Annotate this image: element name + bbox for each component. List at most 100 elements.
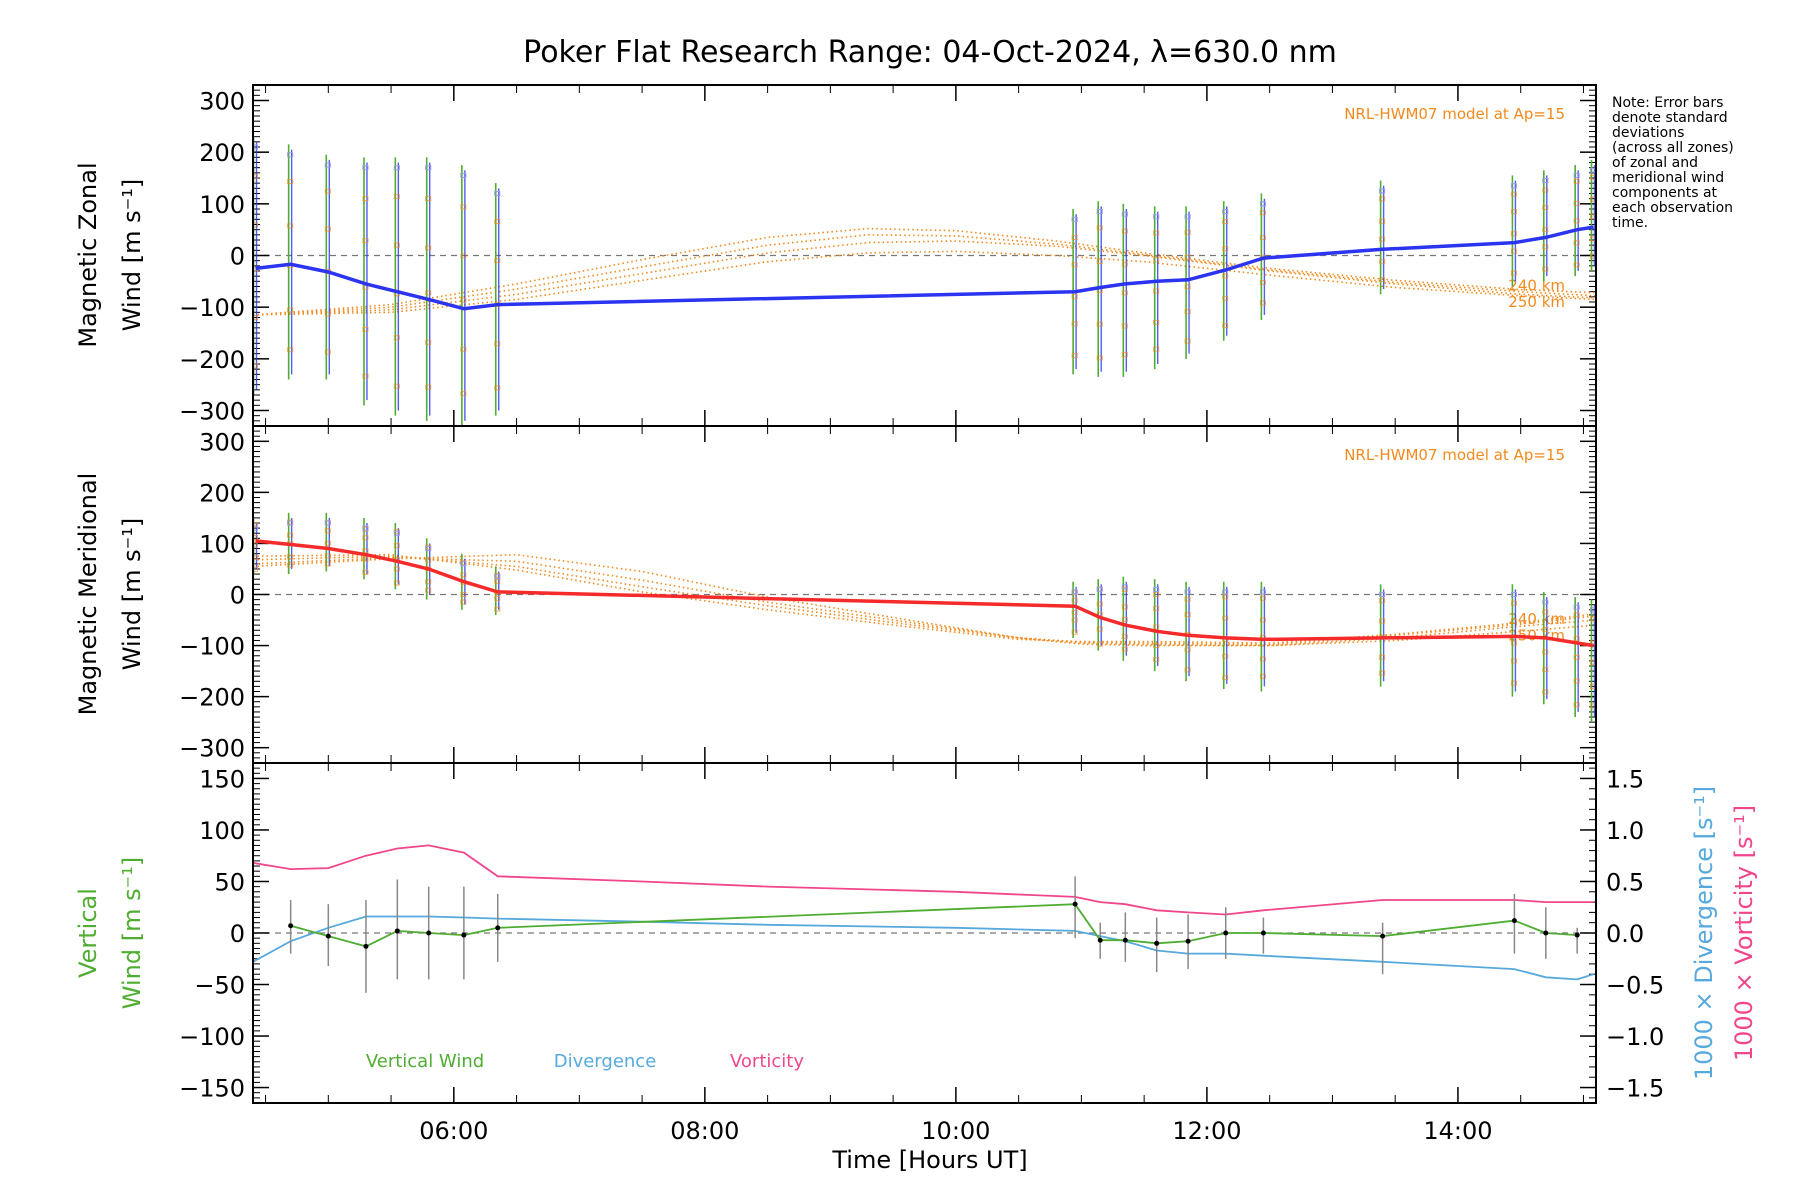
vertical-wind-point bbox=[1072, 901, 1078, 907]
zone-marker bbox=[1510, 270, 1517, 276]
zone-marker bbox=[1121, 323, 1128, 329]
zone-marker bbox=[1096, 355, 1103, 361]
zone-marker bbox=[1510, 209, 1517, 215]
zone-marker bbox=[324, 188, 331, 194]
zone-marker bbox=[460, 253, 467, 259]
zone-marker bbox=[460, 172, 467, 178]
zone-marker bbox=[1071, 321, 1078, 327]
zone-marker bbox=[1222, 653, 1229, 659]
y2-tick-label: 0.0 bbox=[1606, 920, 1644, 948]
zone-marker bbox=[1573, 678, 1580, 684]
zone-marker bbox=[460, 592, 467, 597]
vorticity-ylabel: 1000 × Vorticity [s⁻¹] bbox=[1730, 805, 1758, 1061]
vertical-wind-point bbox=[1511, 918, 1517, 924]
y-tick-label: 100 bbox=[199, 191, 245, 219]
zone-marker bbox=[362, 556, 369, 562]
zone-marker bbox=[1259, 617, 1266, 623]
zone-marker bbox=[494, 606, 501, 612]
vertical-wind-line bbox=[290, 903, 1578, 948]
zone-marker bbox=[1542, 667, 1549, 673]
zone-marker bbox=[1184, 254, 1191, 260]
zonal-wind-panel: 300 200 100 0 −100 −200 −300 NRL-HWM07 model at… bbox=[179, 84, 1597, 427]
zone-marker bbox=[362, 548, 369, 554]
legend-item: Vertical Wind bbox=[366, 1051, 484, 1072]
note-line: Note: Error bars bbox=[1612, 95, 1723, 111]
error-bar-note: Note: Error bars denote standard deviati… bbox=[1612, 95, 1734, 231]
y-tick-label: 200 bbox=[199, 139, 245, 167]
zone-marker bbox=[1510, 191, 1517, 197]
y-tick-label: 300 bbox=[199, 428, 245, 456]
zone-marker bbox=[1071, 262, 1078, 268]
vertical-wind-point bbox=[394, 928, 400, 934]
vertical-wind-point bbox=[1380, 933, 1386, 939]
zone-marker bbox=[494, 341, 501, 347]
zone-marker bbox=[1153, 586, 1160, 592]
zone-marker bbox=[1259, 589, 1266, 595]
zone-marker bbox=[324, 349, 331, 355]
zone-marker bbox=[1573, 178, 1580, 184]
vertical-ylabel-line1: Vertical bbox=[74, 888, 102, 978]
note-line: components at bbox=[1612, 185, 1718, 201]
zone-marker bbox=[1096, 225, 1103, 231]
zone-marker bbox=[1510, 183, 1517, 189]
zone-marker bbox=[393, 566, 400, 572]
zone-marker bbox=[425, 546, 432, 552]
zone-marker bbox=[460, 599, 467, 605]
zone-marker bbox=[1573, 604, 1580, 610]
zone-marker bbox=[1542, 187, 1549, 193]
zone-marker bbox=[460, 297, 467, 303]
vertical-wind-point bbox=[426, 930, 432, 936]
x-tick-label: 12:00 bbox=[1172, 1117, 1241, 1145]
y-tick-label: 100 bbox=[199, 530, 245, 558]
zone-marker bbox=[1153, 288, 1160, 294]
y-tick-label: 100 bbox=[199, 817, 245, 845]
zone-marker bbox=[1222, 589, 1229, 595]
zonal-wind-line bbox=[255, 225, 1594, 311]
vorticity-line bbox=[252, 844, 1594, 916]
zone-marker bbox=[1542, 244, 1549, 250]
zone-marker bbox=[1184, 338, 1191, 344]
zone-marker bbox=[494, 385, 501, 391]
divergence-line bbox=[252, 915, 1594, 981]
zone-marker bbox=[1153, 319, 1160, 325]
zone-marker bbox=[1153, 257, 1160, 263]
y-tick-label: −300 bbox=[179, 398, 245, 426]
zone-marker bbox=[1259, 656, 1266, 662]
zone-marker bbox=[1510, 248, 1517, 254]
zone-marker bbox=[1222, 273, 1229, 279]
zone-marker bbox=[1184, 309, 1191, 315]
zone-marker bbox=[425, 290, 432, 296]
zone-marker bbox=[287, 562, 294, 568]
model-label: NRL-HWM07 model at Ap=15 bbox=[1344, 446, 1565, 464]
zone-marker bbox=[1222, 209, 1229, 215]
zone-marker bbox=[1573, 635, 1580, 641]
meridional-wind-line bbox=[255, 539, 1594, 648]
zone-marker bbox=[1573, 612, 1580, 618]
zone-marker bbox=[1096, 586, 1103, 592]
zone-marker bbox=[1184, 596, 1191, 602]
zone-marker bbox=[1096, 258, 1103, 264]
zone-marker bbox=[1121, 616, 1128, 622]
note-line: meridional wind bbox=[1612, 170, 1724, 186]
vertical-wind-point bbox=[495, 925, 501, 931]
zone-marker bbox=[1379, 218, 1386, 224]
zone-marker bbox=[1379, 236, 1386, 242]
zonal-ylabel: Magnetic Zonal Wind [m s⁻¹] bbox=[74, 162, 146, 347]
meridional-ylabel-line2: Wind [m s⁻¹] bbox=[118, 518, 146, 670]
y-tick-label: −100 bbox=[179, 1023, 245, 1051]
zone-marker bbox=[1259, 280, 1266, 286]
x-tick-label: 10:00 bbox=[921, 1117, 990, 1145]
zone-marker bbox=[1510, 600, 1517, 606]
zone-marker bbox=[425, 579, 432, 585]
vertical-wind-point bbox=[1574, 932, 1580, 938]
y2-tick-label: −1.5 bbox=[1606, 1075, 1664, 1103]
zone-marker bbox=[1222, 615, 1229, 621]
zone-marker bbox=[1071, 235, 1078, 241]
vertical-wind-point bbox=[1223, 930, 1229, 936]
note-line: of zonal and bbox=[1612, 155, 1698, 171]
y-tick-label: −50 bbox=[194, 972, 245, 1000]
zone-marker bbox=[1121, 211, 1128, 217]
zone-marker bbox=[1573, 240, 1580, 246]
zone-marker bbox=[494, 258, 501, 264]
